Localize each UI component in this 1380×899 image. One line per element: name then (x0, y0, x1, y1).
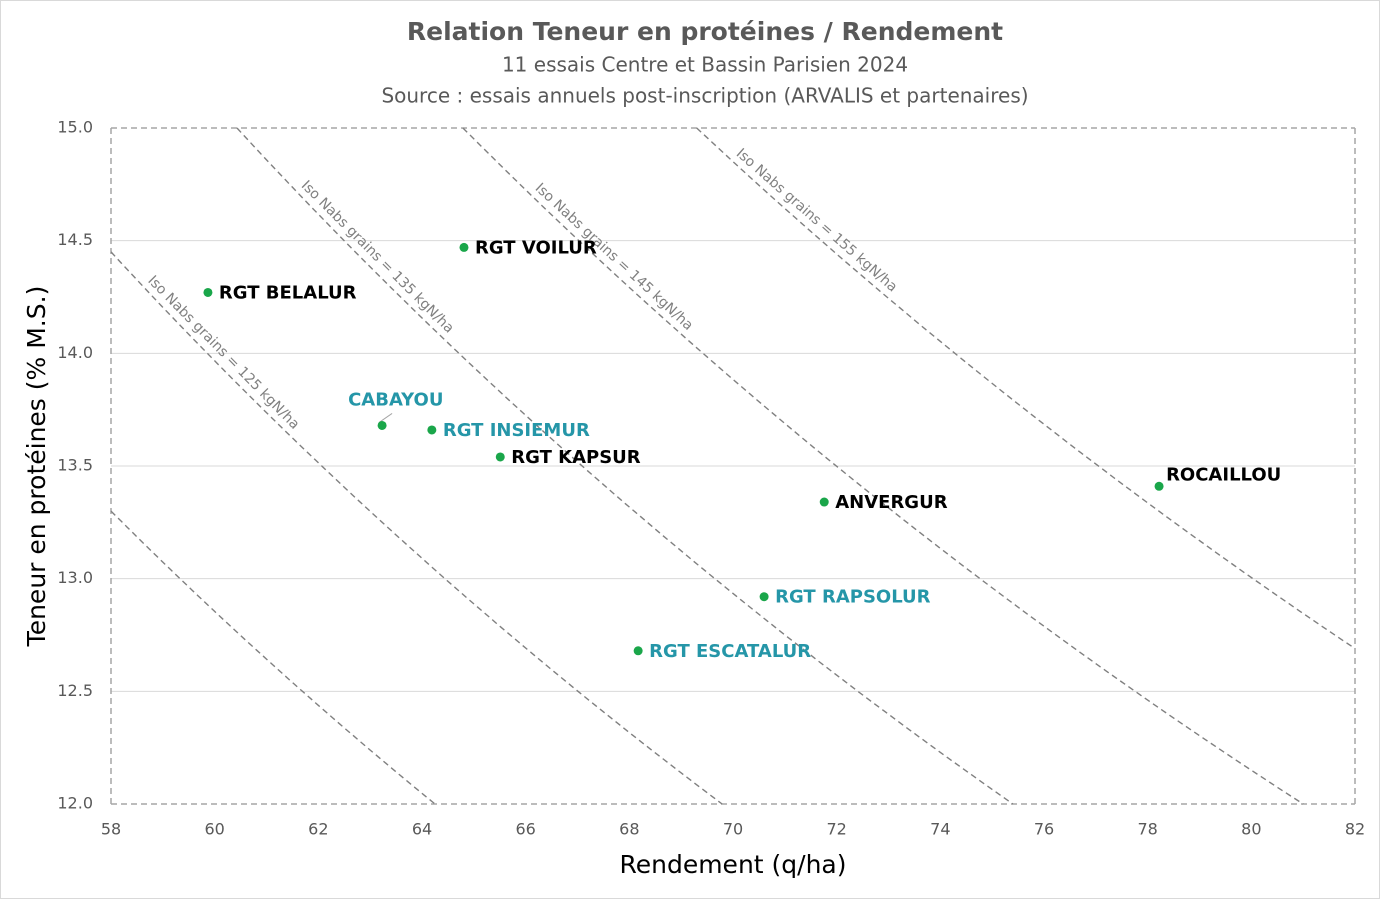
x-tick-label: 72 (826, 820, 846, 839)
x-tick-label: 74 (930, 820, 950, 839)
chart-subtitle: Source : essais annuels post-inscription… (381, 84, 1028, 108)
y-axis-title: Teneur en protéines (% M.S.) (22, 286, 51, 648)
point-label: RGT INSIEMUR (443, 420, 590, 441)
data-point (819, 497, 829, 507)
y-tick-label: 13.0 (57, 568, 93, 587)
y-tick-label: 14.0 (57, 343, 93, 362)
data-point (759, 592, 769, 602)
point-label: RGT KAPSUR (511, 447, 641, 468)
point-label: RGT VOILUR (475, 237, 597, 258)
y-tick-label: 14.5 (57, 230, 93, 249)
leader-line (378, 413, 393, 423)
y-tick-label: 12.0 (57, 794, 93, 813)
iso-line (110, 510, 436, 805)
chart-title: Relation Teneur en protéines / Rendement (407, 17, 1003, 46)
iso-line (462, 127, 1304, 805)
point-label: ANVERGUR (835, 492, 947, 513)
x-tick-label: 78 (1137, 820, 1157, 839)
x-tick-label: 62 (308, 820, 328, 839)
x-tick-label: 60 (204, 820, 224, 839)
x-tick-label: 76 (1034, 820, 1054, 839)
x-axis-title: Rendement (q/ha) (619, 850, 846, 879)
x-tick-label: 70 (723, 820, 743, 839)
x-tick-label: 68 (619, 820, 639, 839)
x-tick-label: 66 (515, 820, 535, 839)
x-tick-label: 64 (412, 820, 432, 839)
data-point (377, 420, 387, 430)
x-tick-label: 80 (1241, 820, 1261, 839)
point-label: RGT BELALUR (219, 282, 357, 303)
data-point (427, 425, 437, 435)
data-point (495, 452, 505, 462)
data-point (203, 287, 213, 297)
chart-subtitle: 11 essais Centre et Bassin Parisien 2024 (502, 53, 908, 77)
x-tick-label: 58 (101, 820, 121, 839)
iso-line (236, 127, 1014, 805)
iso-line (696, 127, 1356, 650)
point-label: RGT RAPSOLUR (775, 587, 931, 608)
y-tick-label: 12.5 (57, 681, 93, 700)
y-tick-label: 15.0 (57, 118, 93, 137)
data-point (459, 242, 469, 252)
point-label: CABAYOU (348, 389, 443, 410)
point-label: ROCAILLOU (1166, 464, 1281, 485)
y-tick-label: 13.5 (57, 456, 93, 475)
x-tick-label: 82 (1345, 820, 1365, 839)
data-point (633, 646, 643, 656)
point-label: RGT ESCATALUR (649, 641, 811, 662)
data-point (1154, 481, 1164, 491)
